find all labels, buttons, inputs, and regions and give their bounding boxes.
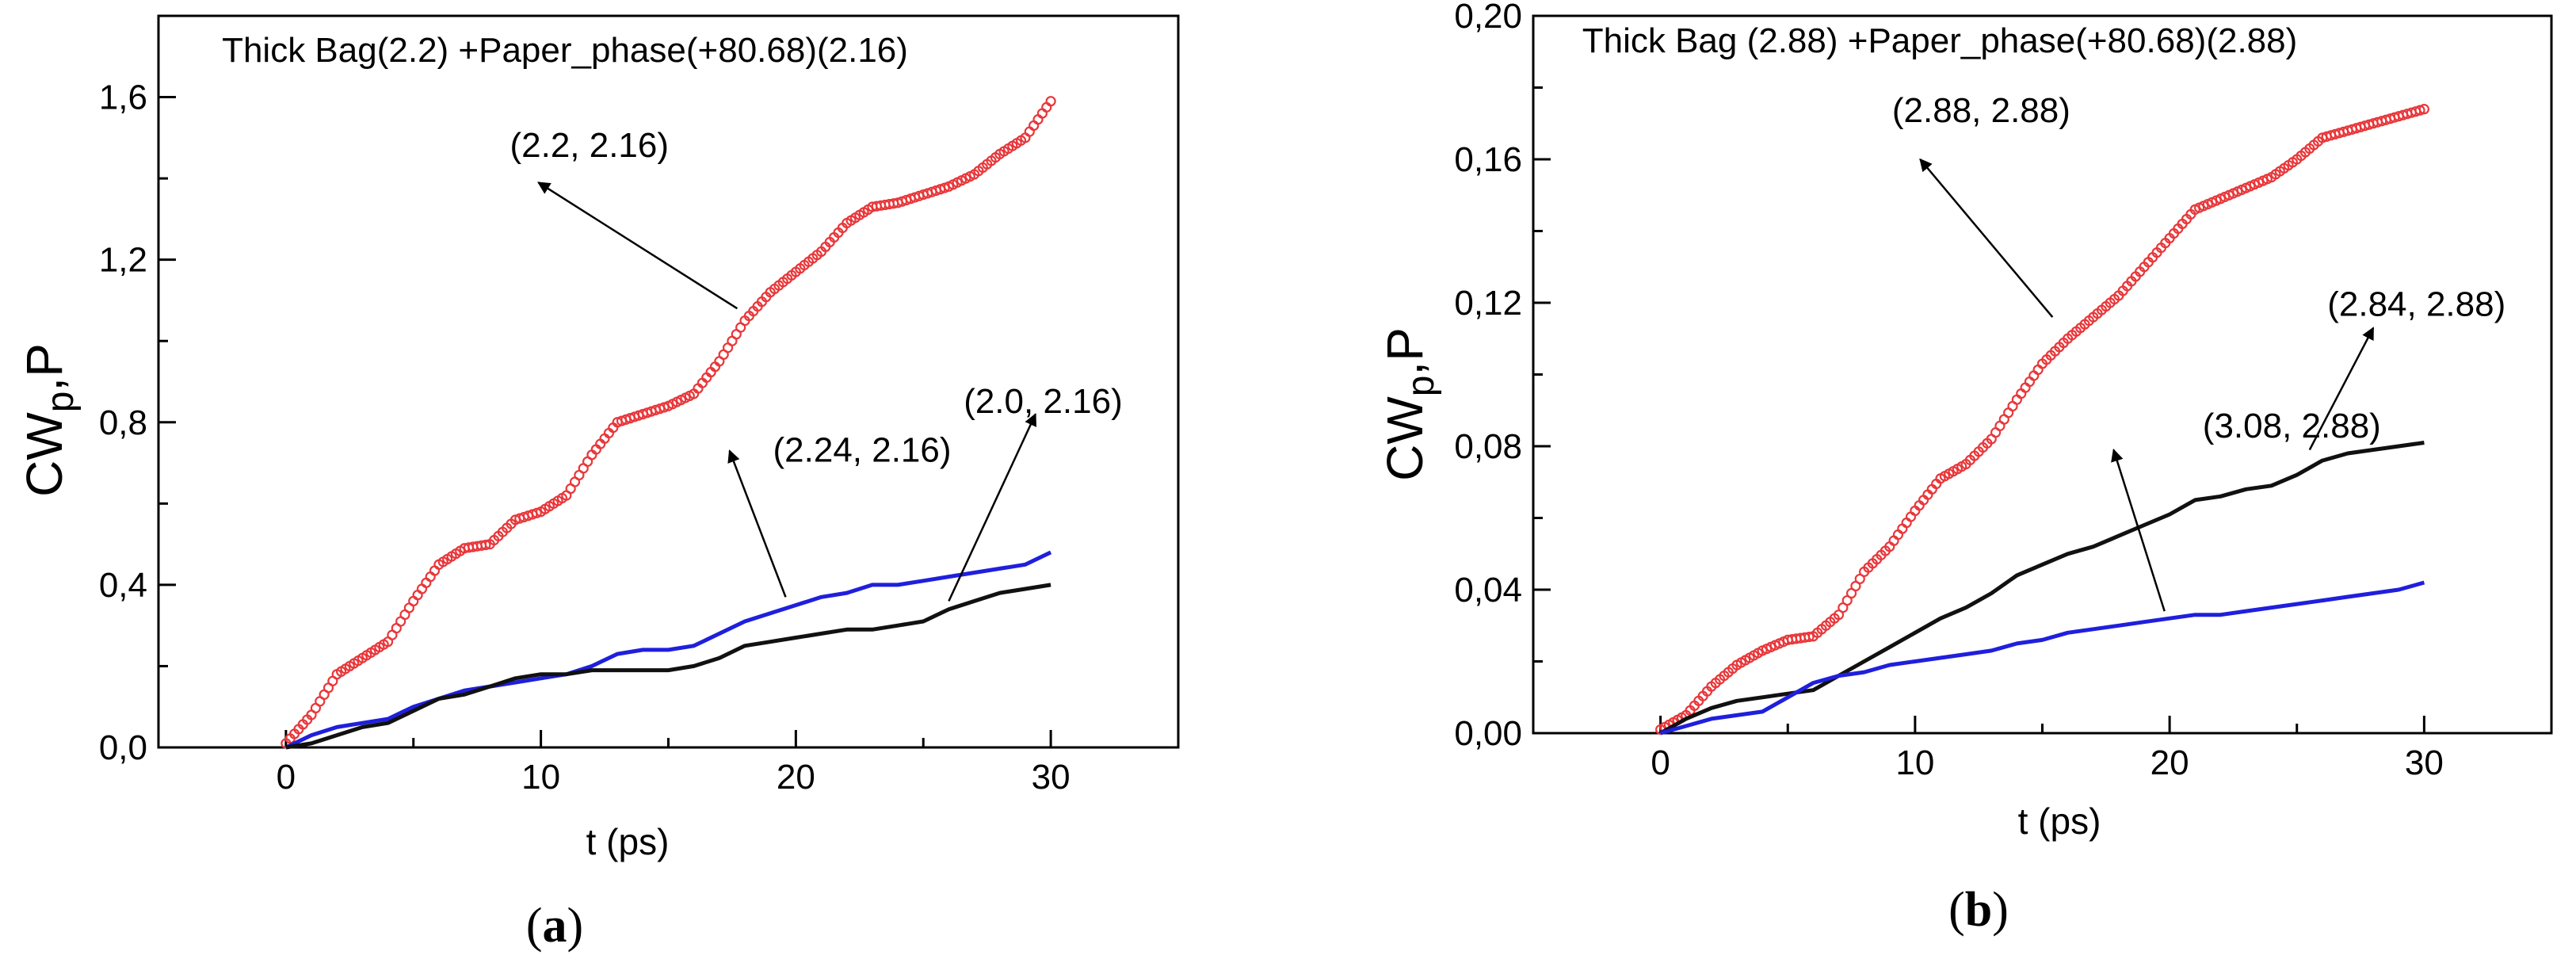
- y-tick-label-b: 0,12: [1454, 284, 1522, 323]
- x-axis-label-b: t (ps): [2018, 801, 2101, 842]
- series-a-1: [284, 550, 1052, 750]
- series-line: [284, 550, 1052, 750]
- chart-title-b: Thick Bag (2.88) +Paper_phase(+80.68)(2.…: [1582, 21, 2298, 60]
- annotation-b-0: (2.88, 2.88): [1892, 91, 2070, 318]
- y-axis-label-tail-b: ,P: [1376, 327, 1433, 375]
- annotation-label: (2.84, 2.88): [2327, 285, 2505, 323]
- y-tick-label-b: 0,16: [1454, 140, 1522, 179]
- panel-label-a: (a): [526, 899, 583, 953]
- series-line: [1659, 580, 2425, 736]
- annotation-arrow: [2308, 327, 2375, 451]
- x-tick-label-a: 0: [277, 758, 296, 797]
- series-marker: [1803, 631, 1815, 643]
- panel-label-close-a: ): [567, 899, 584, 953]
- annotation-label: (2.88, 2.88): [1892, 91, 2070, 130]
- y-tick-label-b: 0,04: [1454, 571, 1522, 610]
- y-axis-label-a: CWp,P: [16, 343, 82, 497]
- y-axis-label-sub-a: p: [40, 392, 82, 413]
- y-tick-label-a: 1,6: [99, 78, 147, 117]
- panel-label-b: (b): [1948, 883, 2009, 937]
- series-a-2: [285, 583, 1051, 750]
- y-tick-label-a: 0,0: [99, 728, 147, 767]
- y-axis-label-b: CWp,P: [1376, 327, 1442, 481]
- plot-area-b: 0 10 20 30 0,00 0,04 0,08 0,12 0,16 0,20 (2.88, 2.…: [1454, 0, 2553, 782]
- annotation-arrow: [727, 449, 787, 598]
- y-tick-label-a: 0,8: [99, 403, 147, 442]
- series-line: [1659, 441, 2425, 736]
- panel-label-open-b: (: [1948, 883, 1965, 937]
- series-marker: [1045, 96, 1056, 107]
- annotation-label: (2.2, 2.16): [509, 126, 669, 165]
- panel-label-letter-b: b: [1965, 883, 1992, 937]
- y-axis-label-sub-b: p: [1400, 376, 1442, 397]
- annotation-arrow: [1919, 158, 2054, 318]
- x-tick-label-b: 30: [2405, 743, 2444, 782]
- x-tick-label-a: 10: [521, 758, 560, 797]
- x-axis-label-a: t (ps): [586, 821, 670, 862]
- y-axis-label-tail-a: ,P: [16, 343, 73, 391]
- y-tick-label-b: 0,00: [1454, 714, 1522, 753]
- series-b-0: [1655, 104, 2429, 736]
- annotation-a-2: (2.0, 2.16): [948, 382, 1123, 602]
- series-marker: [2418, 104, 2429, 115]
- panel-label-letter-a: a: [543, 899, 567, 953]
- series-a-0: [280, 96, 1056, 749]
- annotation-arrow: [2111, 448, 2166, 612]
- y-axis-label-main-a: CW: [16, 412, 73, 497]
- y-tick-label-b: 0,20: [1454, 0, 1522, 36]
- series-line: [285, 583, 1051, 750]
- annotation-b-2: (3.08, 2.88): [2111, 407, 2381, 612]
- annotation-arrow: [948, 413, 1037, 602]
- x-tick-label-a: 20: [777, 758, 815, 797]
- x-tick-label-b: 10: [1895, 743, 1934, 782]
- series-marker: [480, 539, 491, 551]
- y-tick-label-a: 0,4: [99, 566, 147, 605]
- annotation-label: (2.24, 2.16): [773, 431, 952, 470]
- series-b-1: [1659, 441, 2425, 736]
- y-tick-label-b: 0,08: [1454, 427, 1522, 466]
- annotation-label: (3.08, 2.88): [2203, 407, 2381, 445]
- x-tick-label-b: 0: [1651, 743, 1670, 782]
- annotation-label: (2.0, 2.16): [964, 382, 1123, 421]
- panel-label-open-a: (: [526, 899, 543, 953]
- annotation-a-1: (2.24, 2.16): [727, 431, 952, 598]
- annotation-a-0: (2.2, 2.16): [509, 126, 738, 310]
- series-marker: [2414, 105, 2425, 116]
- chart-panel-a: 0 10 20 30 0,0 0,4 0,8 1,2 1,6 (2.2, 2.16) (2.24, …: [16, 14, 1180, 953]
- y-axis-label-main-b: CW: [1376, 396, 1433, 481]
- y-tick-label-a: 1,2: [99, 241, 147, 280]
- chart-title-a: Thick Bag(2.2) +Paper_phase(+80.68)(2.16…: [222, 31, 908, 70]
- annotation-b-1: (2.84, 2.88): [2308, 285, 2505, 451]
- plot-area-a: 0 10 20 30 0,0 0,4 0,8 1,2 1,6 (2.2, 2.16) (2.24, …: [99, 14, 1180, 797]
- x-tick-label-a: 30: [1032, 758, 1070, 797]
- panel-label-close-b: ): [1992, 883, 2009, 937]
- annotation-arrow: [537, 182, 738, 310]
- series-b-2: [1659, 580, 2425, 736]
- chart-panel-b: 0 10 20 30 0,00 0,04 0,08 0,12 0,16 0,20 (2.88, 2.…: [1376, 0, 2553, 937]
- x-tick-label-b: 20: [2150, 743, 2189, 782]
